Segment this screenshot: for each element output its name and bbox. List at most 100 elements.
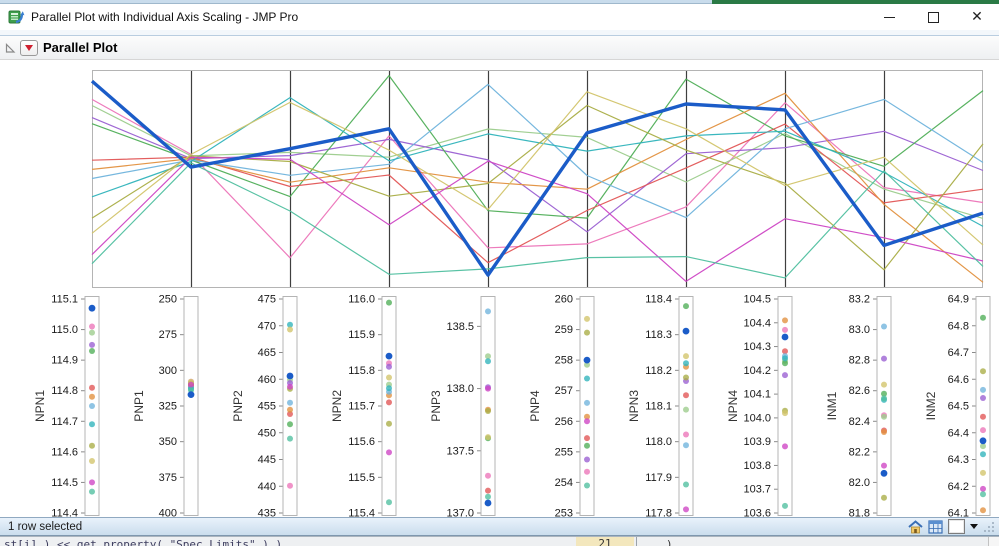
- data-point[interactable]: [485, 308, 491, 315]
- data-point[interactable]: [485, 434, 491, 441]
- parallel-line[interactable]: [91, 98, 984, 259]
- close-button[interactable]: ✕: [955, 4, 999, 30]
- data-point-selected[interactable]: [286, 372, 294, 380]
- data-point[interactable]: [881, 462, 887, 469]
- data-point[interactable]: [287, 321, 293, 328]
- data-point[interactable]: [584, 435, 590, 442]
- data-point[interactable]: [782, 317, 788, 324]
- parallel-line[interactable]: [91, 162, 984, 279]
- parallel-line[interactable]: [91, 96, 984, 227]
- data-point[interactable]: [584, 418, 590, 425]
- data-point[interactable]: [386, 499, 392, 506]
- data-point[interactable]: [89, 458, 95, 464]
- data-point[interactable]: [782, 502, 788, 509]
- data-point[interactable]: [584, 456, 590, 463]
- data-grid-icon[interactable]: [928, 519, 943, 534]
- data-point-selected[interactable]: [187, 391, 195, 398]
- data-point[interactable]: [485, 493, 491, 500]
- data-point[interactable]: [584, 482, 590, 489]
- maximize-button[interactable]: [911, 4, 955, 30]
- data-point[interactable]: [89, 442, 95, 449]
- collapse-triangle-icon[interactable]: [4, 42, 16, 54]
- data-point[interactable]: [386, 374, 392, 381]
- data-point[interactable]: [386, 385, 392, 392]
- data-point[interactable]: [485, 472, 491, 479]
- data-point[interactable]: [683, 431, 689, 438]
- data-point-selected[interactable]: [484, 499, 492, 507]
- data-point[interactable]: [89, 341, 95, 348]
- data-point[interactable]: [188, 381, 194, 388]
- data-point[interactable]: [89, 323, 95, 330]
- data-point[interactable]: [386, 449, 392, 456]
- data-point[interactable]: [584, 399, 590, 406]
- data-point[interactable]: [485, 487, 491, 494]
- data-point[interactable]: [584, 315, 590, 322]
- data-point[interactable]: [89, 488, 95, 495]
- data-point[interactable]: [683, 392, 689, 399]
- data-point[interactable]: [980, 395, 986, 401]
- data-point[interactable]: [584, 442, 590, 449]
- data-point-selected[interactable]: [88, 304, 96, 312]
- data-point[interactable]: [881, 395, 887, 402]
- data-point-selected[interactable]: [583, 356, 591, 364]
- data-point[interactable]: [89, 329, 95, 336]
- parallel-line[interactable]: [91, 91, 984, 246]
- data-point[interactable]: [287, 411, 293, 417]
- data-point[interactable]: [980, 443, 986, 450]
- data-point[interactable]: [386, 399, 392, 406]
- data-point[interactable]: [881, 413, 887, 420]
- data-point[interactable]: [782, 443, 788, 450]
- data-point-selected[interactable]: [682, 327, 690, 335]
- data-point[interactable]: [782, 360, 788, 367]
- data-point[interactable]: [485, 408, 491, 414]
- data-point[interactable]: [980, 368, 986, 375]
- data-point[interactable]: [89, 403, 95, 409]
- data-point[interactable]: [782, 326, 788, 333]
- data-point-selected[interactable]: [979, 437, 987, 445]
- data-point[interactable]: [89, 348, 95, 354]
- data-point[interactable]: [683, 353, 689, 360]
- data-point[interactable]: [980, 427, 986, 434]
- data-point[interactable]: [584, 413, 590, 420]
- data-point[interactable]: [287, 482, 293, 489]
- data-point[interactable]: [287, 399, 293, 406]
- data-point[interactable]: [89, 421, 95, 428]
- data-point[interactable]: [287, 421, 293, 428]
- parallel-line[interactable]: [91, 83, 984, 219]
- data-point[interactable]: [782, 372, 788, 379]
- data-point[interactable]: [584, 375, 590, 382]
- red-triangle-menu-button[interactable]: [20, 39, 38, 56]
- data-point[interactable]: [881, 381, 887, 388]
- data-point[interactable]: [89, 393, 95, 400]
- data-point[interactable]: [89, 479, 95, 486]
- data-point[interactable]: [287, 435, 293, 442]
- data-point[interactable]: [980, 507, 986, 514]
- minimize-button[interactable]: [867, 4, 911, 30]
- parallel-line[interactable]: [91, 75, 984, 219]
- dropdown-arrow-icon[interactable]: [970, 524, 978, 529]
- data-point-selected[interactable]: [385, 352, 393, 360]
- data-point[interactable]: [980, 413, 986, 420]
- data-point[interactable]: [287, 406, 293, 413]
- data-point[interactable]: [584, 468, 590, 475]
- data-point[interactable]: [683, 481, 689, 488]
- data-point[interactable]: [386, 299, 392, 306]
- data-point[interactable]: [584, 361, 590, 368]
- data-point[interactable]: [881, 494, 887, 501]
- data-point[interactable]: [980, 451, 986, 458]
- data-point[interactable]: [386, 363, 392, 370]
- data-point[interactable]: [287, 326, 293, 333]
- home-icon[interactable]: [908, 519, 923, 534]
- data-point[interactable]: [485, 385, 491, 392]
- data-point[interactable]: [683, 374, 689, 381]
- data-point[interactable]: [683, 442, 689, 449]
- data-point[interactable]: [782, 348, 788, 355]
- data-point[interactable]: [89, 384, 95, 391]
- data-point[interactable]: [683, 406, 689, 413]
- data-point-selected[interactable]: [781, 333, 789, 341]
- marker-selection-box[interactable]: [948, 519, 965, 534]
- data-point[interactable]: [287, 383, 293, 390]
- data-point[interactable]: [980, 485, 986, 492]
- data-point[interactable]: [980, 469, 986, 476]
- data-point[interactable]: [782, 355, 788, 362]
